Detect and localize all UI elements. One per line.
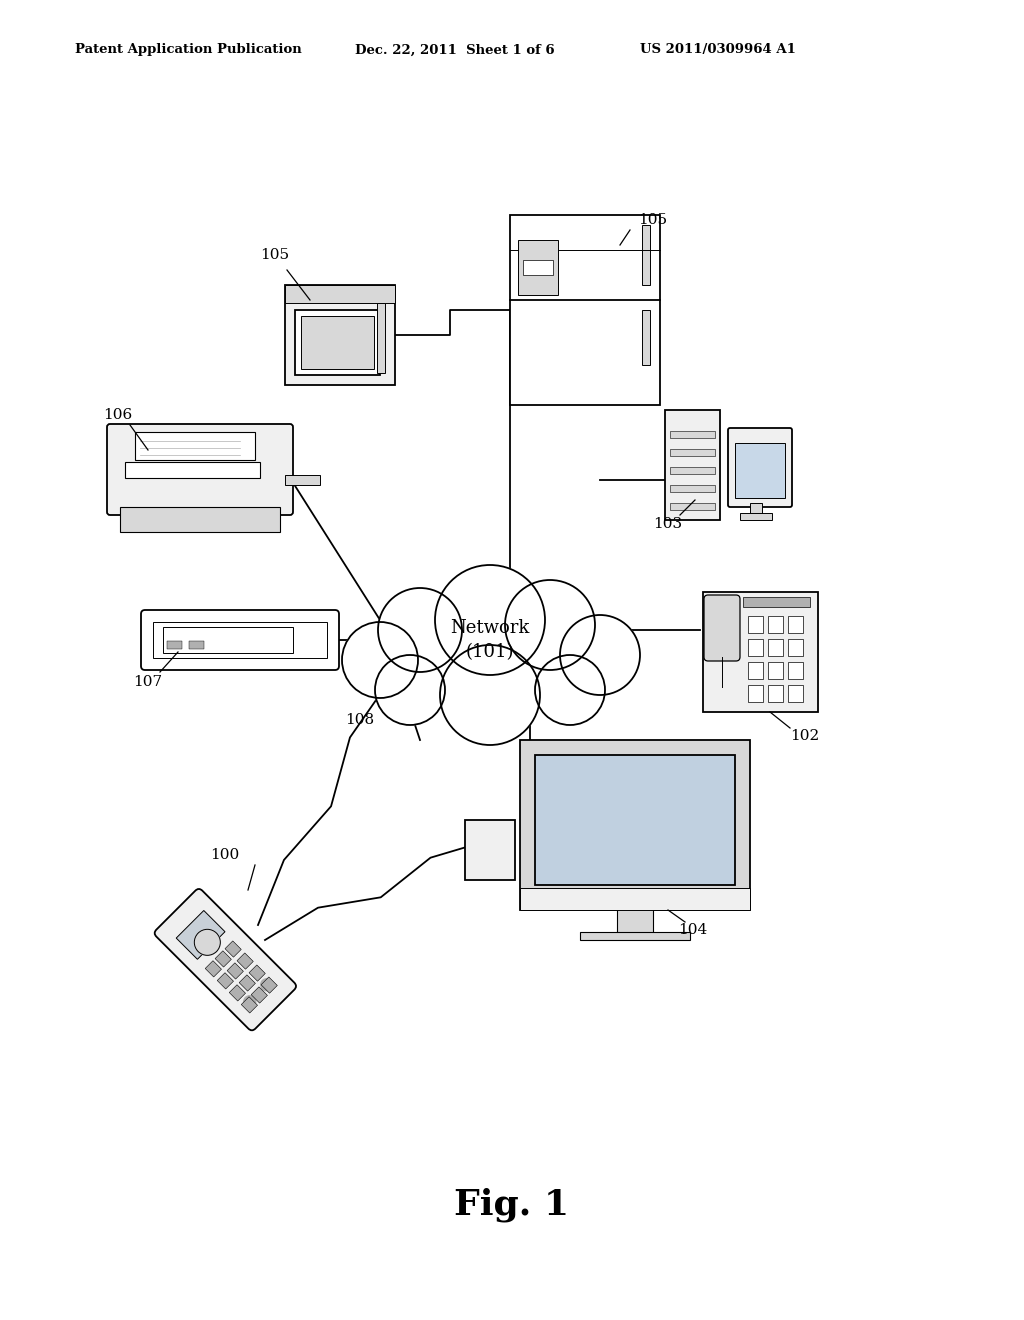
Bar: [242, 997, 257, 1012]
FancyBboxPatch shape: [106, 424, 293, 515]
Bar: [580, 932, 690, 940]
Bar: [523, 260, 553, 275]
Bar: [120, 507, 280, 532]
Bar: [205, 961, 221, 977]
Bar: [125, 462, 260, 478]
Bar: [665, 411, 720, 520]
Polygon shape: [400, 610, 580, 680]
Bar: [670, 449, 715, 455]
Bar: [703, 591, 818, 711]
Bar: [285, 475, 319, 484]
Bar: [301, 315, 374, 370]
Text: 104: 104: [678, 923, 708, 937]
Bar: [229, 985, 246, 1001]
Bar: [535, 755, 735, 884]
Bar: [465, 820, 515, 880]
Bar: [740, 513, 772, 520]
Bar: [768, 685, 783, 702]
Bar: [670, 484, 715, 492]
Bar: [748, 639, 763, 656]
Bar: [520, 888, 750, 909]
Text: 107: 107: [133, 675, 163, 689]
Bar: [153, 622, 327, 657]
Bar: [176, 911, 225, 960]
Bar: [748, 685, 763, 702]
Text: 108: 108: [345, 713, 375, 727]
Text: Patent Application Publication: Patent Application Publication: [75, 44, 302, 57]
Bar: [788, 663, 803, 678]
Bar: [617, 907, 653, 935]
Text: 103: 103: [653, 517, 683, 531]
Bar: [251, 987, 267, 1003]
Bar: [768, 639, 783, 656]
Bar: [750, 503, 762, 515]
Bar: [189, 642, 204, 649]
Bar: [768, 663, 783, 678]
FancyBboxPatch shape: [728, 428, 792, 507]
Text: Network
(101): Network (101): [451, 619, 529, 661]
Text: 102: 102: [791, 729, 819, 743]
Bar: [215, 950, 231, 968]
Text: 106: 106: [103, 408, 133, 422]
FancyBboxPatch shape: [141, 610, 339, 671]
Bar: [237, 953, 253, 969]
Bar: [249, 965, 265, 981]
Bar: [642, 310, 650, 366]
Bar: [135, 432, 255, 459]
Bar: [295, 310, 380, 375]
Bar: [285, 285, 395, 304]
Circle shape: [261, 978, 272, 991]
Bar: [510, 215, 660, 405]
Circle shape: [342, 622, 418, 698]
Bar: [670, 467, 715, 474]
Circle shape: [440, 645, 540, 744]
Bar: [788, 639, 803, 656]
Bar: [520, 741, 750, 909]
Bar: [217, 973, 233, 989]
Bar: [670, 432, 715, 438]
Circle shape: [244, 995, 256, 1007]
Bar: [240, 975, 255, 991]
Bar: [167, 642, 182, 649]
Bar: [748, 663, 763, 678]
Circle shape: [505, 579, 595, 671]
FancyBboxPatch shape: [705, 595, 740, 661]
Text: Fig. 1: Fig. 1: [455, 1188, 569, 1222]
Circle shape: [435, 565, 545, 675]
Bar: [748, 616, 763, 634]
Bar: [735, 444, 785, 498]
FancyBboxPatch shape: [155, 888, 296, 1031]
Bar: [518, 240, 558, 294]
Bar: [163, 627, 293, 653]
Bar: [788, 616, 803, 634]
Bar: [768, 616, 783, 634]
Bar: [227, 962, 244, 979]
Text: US 2011/0309964 A1: US 2011/0309964 A1: [640, 44, 796, 57]
Bar: [642, 224, 650, 285]
Text: Dec. 22, 2011  Sheet 1 of 6: Dec. 22, 2011 Sheet 1 of 6: [355, 44, 555, 57]
Text: 105: 105: [638, 213, 667, 227]
Bar: [743, 597, 810, 607]
Text: 105: 105: [260, 248, 290, 261]
Bar: [225, 941, 242, 957]
Bar: [377, 304, 385, 374]
Text: 100: 100: [210, 847, 240, 862]
Bar: [788, 685, 803, 702]
Bar: [285, 285, 395, 385]
Circle shape: [378, 587, 462, 672]
Circle shape: [535, 655, 605, 725]
Circle shape: [195, 929, 220, 956]
Circle shape: [375, 655, 445, 725]
Circle shape: [560, 615, 640, 696]
Bar: [670, 503, 715, 510]
Bar: [261, 977, 278, 993]
